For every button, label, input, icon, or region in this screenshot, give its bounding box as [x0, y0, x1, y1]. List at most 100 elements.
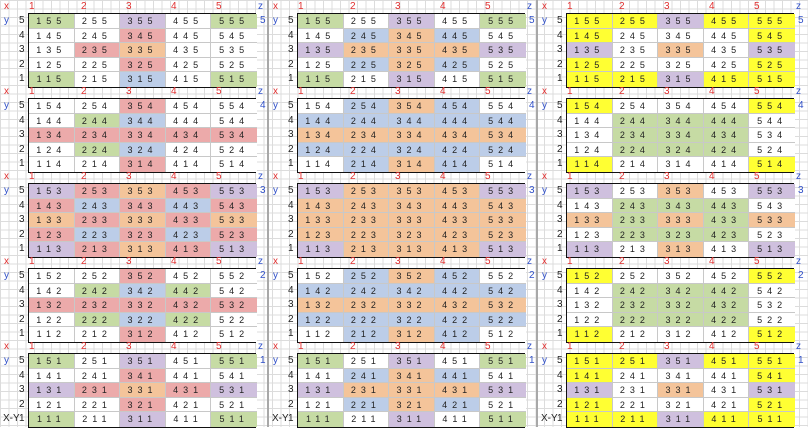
- grid-cell[interactable]: 553: [480, 184, 526, 199]
- grid-cell[interactable]: 525: [749, 57, 795, 73]
- grid-cell[interactable]: 454: [165, 99, 212, 114]
- grid-cell[interactable]: 154: [567, 99, 613, 114]
- grid-cell[interactable]: 114: [567, 157, 613, 172]
- grid-cell[interactable]: 435: [165, 43, 212, 58]
- grid-cell[interactable]: 521: [480, 397, 526, 413]
- grid-cell[interactable]: 242: [343, 283, 390, 299]
- grid-cell[interactable]: 231: [343, 383, 390, 398]
- grid-cell[interactable]: 213: [343, 242, 390, 257]
- grid-cell[interactable]: 253: [343, 184, 390, 199]
- grid-cell[interactable]: 324: [658, 142, 704, 158]
- grid-cell[interactable]: 512: [211, 327, 257, 342]
- grid-cell[interactable]: 155: [29, 14, 75, 29]
- grid-cell[interactable]: 432: [703, 298, 750, 313]
- grid-cell[interactable]: 323: [120, 227, 166, 243]
- grid-cell[interactable]: 121: [298, 397, 344, 413]
- grid-cell[interactable]: 153: [29, 184, 75, 199]
- grid-cell[interactable]: 323: [389, 227, 435, 243]
- grid-cell[interactable]: 543: [211, 198, 257, 214]
- grid-cell[interactable]: 331: [120, 383, 166, 398]
- grid-cell[interactable]: 555: [211, 14, 257, 29]
- grid-cell[interactable]: 441: [434, 368, 481, 384]
- grid-cell[interactable]: 133: [298, 213, 344, 228]
- grid-cell[interactable]: 255: [343, 14, 390, 29]
- grid-cell[interactable]: 124: [29, 142, 75, 158]
- grid-cell[interactable]: 425: [434, 57, 481, 73]
- grid-cell[interactable]: 311: [658, 412, 704, 427]
- grid-cell[interactable]: 334: [389, 128, 435, 143]
- grid-cell[interactable]: 112: [29, 327, 75, 342]
- grid-cell[interactable]: 323: [658, 227, 704, 243]
- grid-cell[interactable]: 241: [612, 368, 659, 384]
- grid-cell[interactable]: 343: [120, 198, 166, 214]
- grid-cell[interactable]: 452: [165, 269, 212, 284]
- grid-cell[interactable]: 543: [480, 198, 526, 214]
- grid-cell[interactable]: 132: [567, 298, 613, 313]
- grid-cell[interactable]: 243: [612, 198, 659, 214]
- grid-cell[interactable]: 122: [298, 312, 344, 328]
- grid-cell[interactable]: 443: [703, 198, 750, 214]
- grid-cell[interactable]: 215: [74, 72, 121, 87]
- grid-cell[interactable]: 154: [298, 99, 344, 114]
- grid-cell[interactable]: 315: [389, 72, 435, 87]
- grid-cell[interactable]: 115: [298, 72, 344, 87]
- grid-cell[interactable]: 455: [165, 14, 212, 29]
- grid-cell[interactable]: 443: [434, 198, 481, 214]
- grid-cell[interactable]: 455: [434, 14, 481, 29]
- grid-cell[interactable]: 524: [211, 142, 257, 158]
- grid-cell[interactable]: 251: [74, 354, 121, 369]
- grid-cell[interactable]: 452: [434, 269, 481, 284]
- grid-cell[interactable]: 142: [567, 283, 613, 299]
- grid-cell[interactable]: 425: [165, 57, 212, 73]
- grid-cell[interactable]: 123: [29, 227, 75, 243]
- grid-cell[interactable]: 412: [165, 327, 212, 342]
- grid-cell[interactable]: 321: [658, 397, 704, 413]
- grid-cell[interactable]: 225: [343, 57, 390, 73]
- grid-cell[interactable]: 352: [389, 269, 435, 284]
- grid-cell[interactable]: 324: [120, 142, 166, 158]
- grid-cell[interactable]: 451: [434, 354, 481, 369]
- grid-cell[interactable]: 522: [480, 312, 526, 328]
- grid-cell[interactable]: 314: [389, 157, 435, 172]
- grid-cell[interactable]: 345: [120, 28, 166, 44]
- grid-cell[interactable]: 544: [749, 113, 795, 129]
- grid-cell[interactable]: 335: [658, 43, 704, 58]
- grid-cell[interactable]: 213: [74, 242, 121, 257]
- grid-cell[interactable]: 241: [343, 368, 390, 384]
- grid-cell[interactable]: 211: [74, 412, 121, 427]
- grid-cell[interactable]: 453: [703, 184, 750, 199]
- grid-cell[interactable]: 232: [74, 298, 121, 313]
- grid-cell[interactable]: 424: [434, 142, 481, 158]
- grid-cell[interactable]: 541: [480, 368, 526, 384]
- grid-cell[interactable]: 313: [120, 242, 166, 257]
- grid-cell[interactable]: 422: [703, 312, 750, 328]
- grid-cell[interactable]: 221: [74, 397, 121, 413]
- grid-cell[interactable]: 532: [480, 298, 526, 313]
- grid-cell[interactable]: 131: [29, 383, 75, 398]
- grid-cell[interactable]: 241: [74, 368, 121, 384]
- grid-cell[interactable]: 253: [612, 184, 659, 199]
- grid-cell[interactable]: 542: [480, 283, 526, 299]
- grid-cell[interactable]: 421: [434, 397, 481, 413]
- grid-cell[interactable]: 152: [567, 269, 613, 284]
- grid-cell[interactable]: 134: [298, 128, 344, 143]
- grid-cell[interactable]: 214: [612, 157, 659, 172]
- grid-cell[interactable]: 245: [612, 28, 659, 44]
- grid-cell[interactable]: 552: [749, 269, 795, 284]
- grid-cell[interactable]: 513: [749, 242, 795, 257]
- grid-cell[interactable]: 415: [703, 72, 750, 87]
- grid-cell[interactable]: 522: [211, 312, 257, 328]
- grid-cell[interactable]: 141: [29, 368, 75, 384]
- grid-cell[interactable]: 342: [658, 283, 704, 299]
- grid-cell[interactable]: 524: [480, 142, 526, 158]
- grid-cell[interactable]: 252: [74, 269, 121, 284]
- grid-cell[interactable]: 442: [434, 283, 481, 299]
- grid-cell[interactable]: 413: [703, 242, 750, 257]
- grid-cell[interactable]: 424: [165, 142, 212, 158]
- grid-cell[interactable]: 445: [703, 28, 750, 44]
- grid-cell[interactable]: 215: [343, 72, 390, 87]
- grid-cell[interactable]: 333: [658, 213, 704, 228]
- grid-cell[interactable]: 235: [74, 43, 121, 58]
- grid-cell[interactable]: 112: [567, 327, 613, 342]
- grid-cell[interactable]: 214: [343, 157, 390, 172]
